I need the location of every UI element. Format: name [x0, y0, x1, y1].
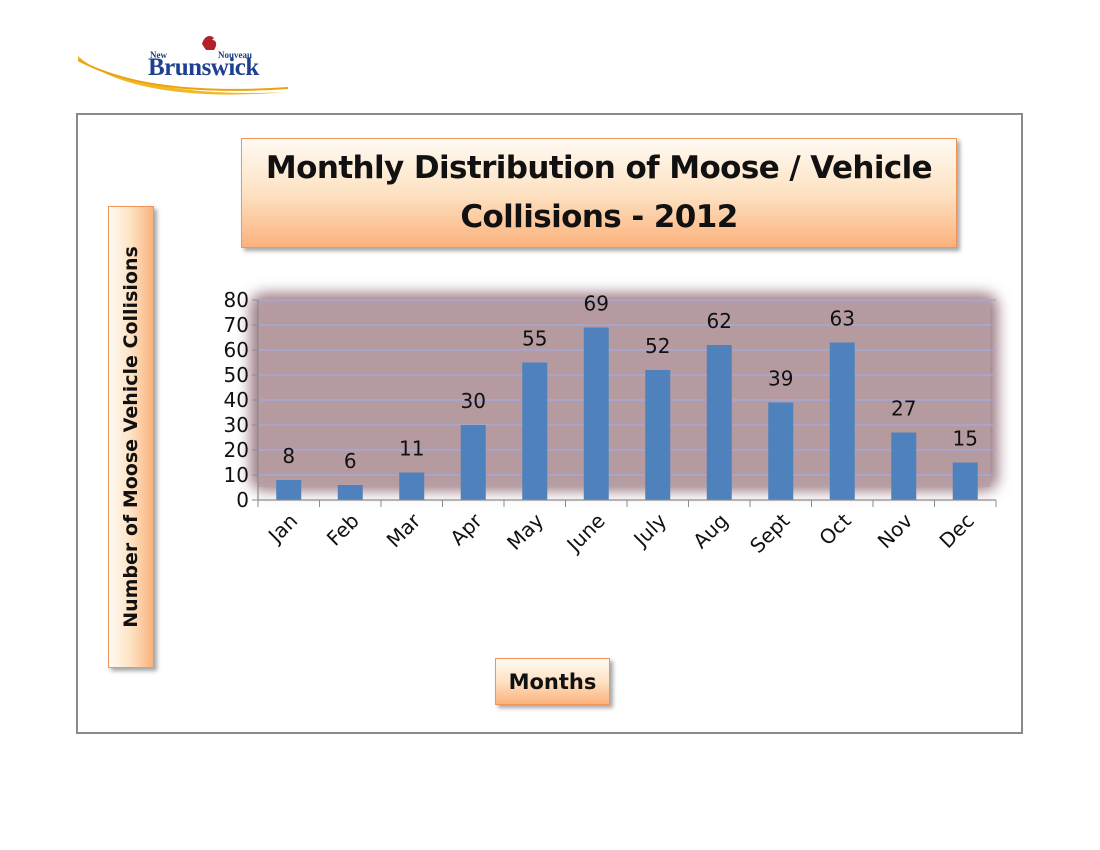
data-label-july: 52	[645, 334, 670, 358]
bar-feb	[337, 485, 363, 500]
x-tick-label-nov: Nov	[873, 508, 918, 553]
data-label-may: 55	[522, 327, 547, 351]
y-tick-label: 10	[224, 463, 249, 487]
bar-july	[645, 370, 671, 500]
bar-sept	[768, 402, 794, 500]
y-axis-label: Number of Moose Vehicle Collisions	[120, 246, 142, 628]
y-tick-label: 40	[224, 388, 249, 412]
data-label-aug: 62	[707, 309, 732, 333]
x-tick-label-may: May	[502, 508, 548, 554]
data-labels: 8 6 11 30 55 69 52 62 39 63 27 15	[282, 292, 978, 474]
y-tick-label: 60	[224, 338, 249, 362]
data-label-sept: 39	[768, 367, 793, 391]
bar-aug	[706, 345, 732, 500]
bar-mar	[399, 472, 425, 500]
logo-swoosh	[77, 36, 289, 95]
new-brunswick-logo: New Nouveau Brunswick	[76, 30, 296, 102]
x-tick-label-sept: Sept	[745, 508, 794, 557]
bar-oct	[829, 342, 855, 500]
x-axis-label-box: Months	[495, 658, 610, 705]
data-label-jan: 8	[282, 444, 295, 468]
bar-jan	[276, 480, 302, 500]
bar-may	[522, 362, 548, 500]
y-tick-label: 70	[224, 313, 249, 337]
x-axis-label: Months	[508, 669, 597, 694]
bar-june	[583, 327, 609, 500]
x-tick-label-feb: Feb	[322, 509, 364, 551]
logo-text-fr: Nouveau	[218, 50, 253, 60]
chart-title: Monthly Distribution of Moose / Vehicle …	[265, 150, 933, 235]
gridlines	[258, 299, 996, 476]
y-axis-label-box	[108, 206, 154, 668]
logo-text-en: New	[150, 50, 167, 60]
x-tick-label-jan: Jan	[262, 509, 302, 549]
y-tick-label: 0	[236, 488, 249, 512]
x-tick-label-oct: Oct	[814, 508, 856, 550]
data-label-mar: 11	[399, 437, 424, 461]
x-tick-label-dec: Dec	[934, 509, 978, 553]
x-tick-label-apr: Apr	[445, 508, 487, 550]
plot-area	[258, 300, 990, 487]
y-tick-label: 50	[224, 363, 249, 387]
x-tick-label-july: July	[627, 508, 671, 552]
y-tick-label: 20	[224, 438, 249, 462]
data-label-oct: 63	[830, 307, 855, 331]
bar-nov	[891, 432, 917, 500]
y-tick-label: 30	[224, 413, 249, 437]
bar-dec	[952, 462, 978, 500]
data-label-apr: 30	[461, 389, 486, 413]
data-label-feb: 6	[344, 449, 357, 473]
ship-icon	[202, 36, 217, 50]
data-label-june: 69	[584, 292, 609, 316]
x-tick-labels: Jan Feb Mar Apr May June July Aug Sept Oct Nov Dec	[262, 508, 979, 558]
axes	[252, 299, 997, 507]
chart-title-box: Monthly Distribution of Moose / Vehicle …	[241, 138, 957, 248]
logo-name: Brunswick	[148, 54, 259, 81]
data-label-nov: 27	[891, 397, 916, 421]
x-tick-label-mar: Mar	[382, 508, 426, 552]
bar-apr	[460, 425, 486, 500]
bars	[276, 327, 978, 500]
x-tick-label-aug: Aug	[688, 509, 733, 554]
y-tick-label: 80	[224, 288, 249, 312]
x-tick-label-june: June	[561, 509, 610, 558]
data-label-dec: 15	[953, 427, 978, 451]
